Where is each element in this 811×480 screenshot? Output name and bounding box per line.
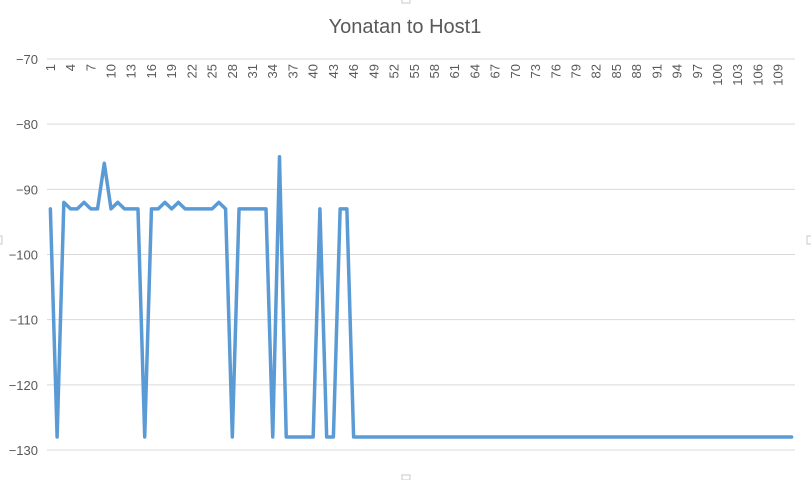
x-tick-label: 82: [589, 64, 604, 78]
y-tick-label: −80: [16, 117, 38, 132]
x-tick-label: 97: [690, 64, 705, 78]
x-tick-label: 19: [164, 64, 179, 78]
x-tick-label: 55: [407, 64, 422, 78]
x-tick-label: 88: [629, 64, 644, 78]
handle-top-center[interactable]: [401, 0, 411, 4]
x-tick-label: 79: [568, 64, 583, 78]
x-tick-label: 64: [467, 64, 482, 78]
x-tick-label: 22: [184, 64, 199, 78]
x-tick-label: 40: [306, 64, 321, 78]
x-tick-label: 100: [710, 64, 725, 86]
x-tick-label: 103: [730, 64, 745, 86]
series-line: [48, 155, 794, 439]
x-tick-label: 4: [63, 64, 78, 71]
x-tick-label: 61: [447, 64, 462, 78]
x-tick-label: 1: [43, 64, 58, 71]
x-tick-label: 37: [285, 64, 300, 78]
x-tick-label: 109: [771, 64, 786, 86]
gridlines: [47, 58, 795, 451]
x-tick-label: 13: [124, 64, 139, 78]
y-tick-label: −90: [16, 182, 38, 197]
x-tick-label: 52: [387, 64, 402, 78]
x-tick-label: 25: [205, 64, 220, 78]
x-tick-label: 73: [528, 64, 543, 78]
x-tick-label: 94: [670, 64, 685, 78]
y-tick-label: −70: [16, 52, 38, 67]
x-tick-label: 58: [427, 64, 442, 78]
x-tick-label: 28: [225, 64, 240, 78]
x-tick-label: 106: [750, 64, 765, 86]
x-tick-label: 7: [83, 64, 98, 71]
x-tick-label: 91: [649, 64, 664, 78]
series-layer: [48, 155, 794, 439]
y-tick-label: −100: [9, 248, 38, 263]
x-tick-label: 46: [346, 64, 361, 78]
x-tick-label: 49: [366, 64, 381, 78]
x-tick-label: 31: [245, 64, 260, 78]
x-tick-label: 67: [488, 64, 503, 78]
y-tick-label: −130: [9, 443, 38, 458]
x-tick-label: 70: [508, 64, 523, 78]
handle-bottom-center[interactable]: [401, 474, 411, 480]
y-tick-label: −110: [10, 313, 38, 328]
x-tick-label: 43: [326, 64, 341, 78]
x-tick-label: 76: [548, 64, 563, 78]
x-tick-label: 34: [265, 64, 280, 78]
handle-right-middle[interactable]: [806, 235, 811, 245]
handle-left-middle[interactable]: [0, 235, 3, 245]
y-axis-ticks: −70 −80 −90 −100 −110 −120 −130: [9, 52, 38, 458]
x-tick-label: 16: [144, 64, 159, 78]
x-axis-ticks: 1 4 7 10 13 16 19 22 25 28 31 34 37 40 43 46 49 52 55 58 61 6…: [43, 64, 786, 86]
chart-title: Yonatan to Host1: [329, 16, 482, 38]
x-tick-label: 10: [104, 64, 119, 78]
x-tick-label: 85: [609, 64, 624, 78]
y-tick-label: −120: [9, 378, 38, 393]
